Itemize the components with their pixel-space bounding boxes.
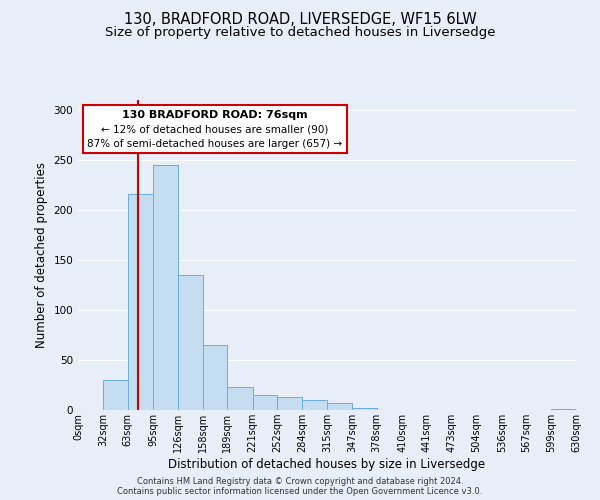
Bar	[153, 165, 178, 410]
Text: Contains public sector information licensed under the Open Government Licence v3: Contains public sector information licen…	[118, 486, 482, 496]
Bar	[551, 409, 576, 410]
Y-axis label: Number of detached properties: Number of detached properties	[35, 162, 48, 348]
Bar	[103, 380, 128, 410]
Bar	[327, 403, 352, 410]
Text: 130 BRADFORD ROAD: 76sqm: 130 BRADFORD ROAD: 76sqm	[122, 110, 308, 120]
Bar	[178, 275, 203, 410]
Bar	[253, 395, 277, 410]
FancyBboxPatch shape	[83, 104, 347, 152]
Text: Contains HM Land Registry data © Crown copyright and database right 2024.: Contains HM Land Registry data © Crown c…	[137, 476, 463, 486]
Text: 87% of semi-detached houses are larger (657) →: 87% of semi-detached houses are larger (…	[88, 139, 343, 149]
Text: Size of property relative to detached houses in Liversedge: Size of property relative to detached ho…	[105, 26, 495, 39]
Bar	[227, 387, 253, 410]
Bar	[352, 408, 377, 410]
Text: 130, BRADFORD ROAD, LIVERSEDGE, WF15 6LW: 130, BRADFORD ROAD, LIVERSEDGE, WF15 6LW	[124, 12, 476, 28]
Bar	[203, 345, 227, 410]
X-axis label: Distribution of detached houses by size in Liversedge: Distribution of detached houses by size …	[169, 458, 485, 471]
Bar	[128, 194, 153, 410]
Bar	[302, 400, 327, 410]
Text: ← 12% of detached houses are smaller (90): ← 12% of detached houses are smaller (90…	[101, 124, 329, 134]
Bar	[277, 397, 302, 410]
